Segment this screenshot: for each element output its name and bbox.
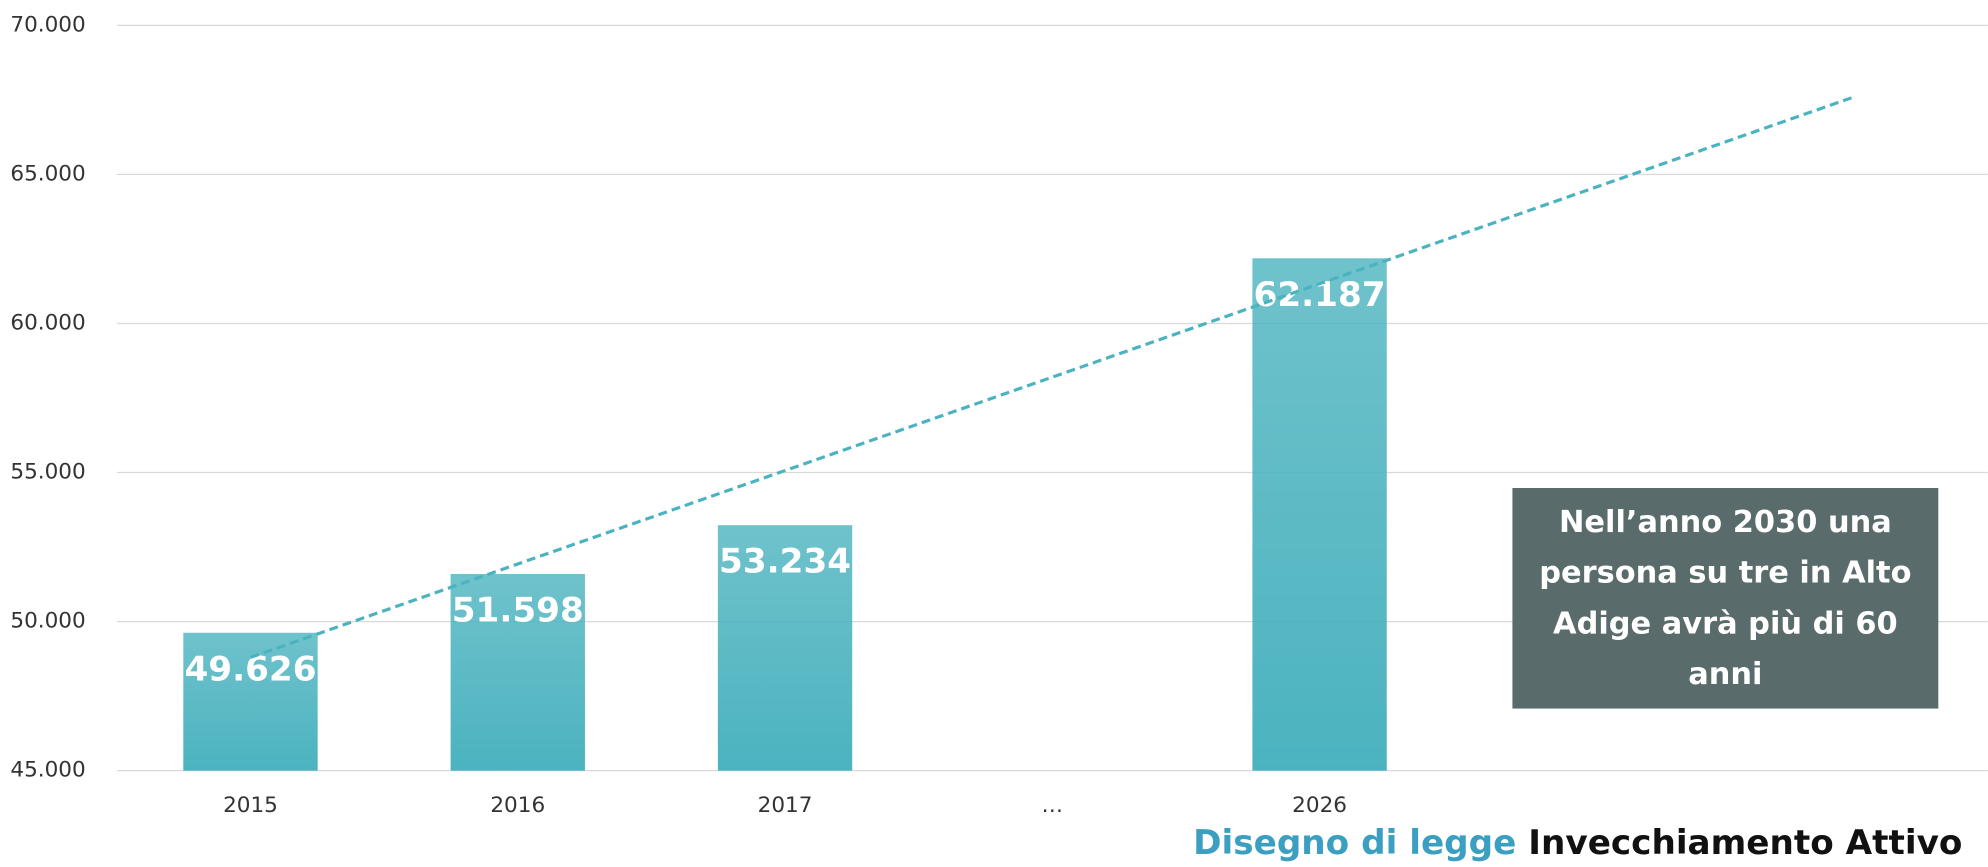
data-label: 62.187: [1254, 275, 1386, 315]
bar: [1252, 258, 1387, 771]
footer-text: Invecchiamento Attivo: [1528, 823, 1962, 863]
footer: Disegno di legge Invecchiamento Attivo: [1193, 823, 1962, 863]
annotation-text: Nell’anno 2030 una: [1559, 505, 1892, 540]
bar: [717, 525, 853, 771]
y-tick-label: 60.000: [10, 310, 85, 335]
y-tick-label: 45.000: [10, 758, 85, 783]
data-label: 51.598: [452, 590, 584, 630]
y-tick-label: 65.000: [10, 161, 85, 186]
bar: [450, 573, 585, 771]
trendline: [249, 95, 1855, 659]
data-label: 49.626: [184, 649, 316, 689]
annotation-text: Adige avrà più di 60: [1553, 606, 1898, 641]
y-tick-label: 70.000: [10, 12, 85, 37]
data-label: 53.234: [719, 542, 851, 582]
footer-highlight: Disegno di legge: [1193, 823, 1516, 863]
y-tick-label: 50.000: [10, 609, 85, 634]
x-tick-label: …: [1042, 793, 1064, 818]
annotation-box: [1512, 488, 1939, 709]
x-tick-label: 2015: [223, 793, 278, 818]
x-tick-label: 2017: [758, 793, 813, 818]
annotation-text: persona su tre in Alto: [1539, 556, 1911, 591]
x-tick-label: 2016: [490, 793, 545, 818]
annotation-text: anni: [1688, 657, 1762, 692]
x-tick-label: 2026: [1292, 793, 1347, 818]
y-tick-label: 55.000: [10, 460, 85, 485]
